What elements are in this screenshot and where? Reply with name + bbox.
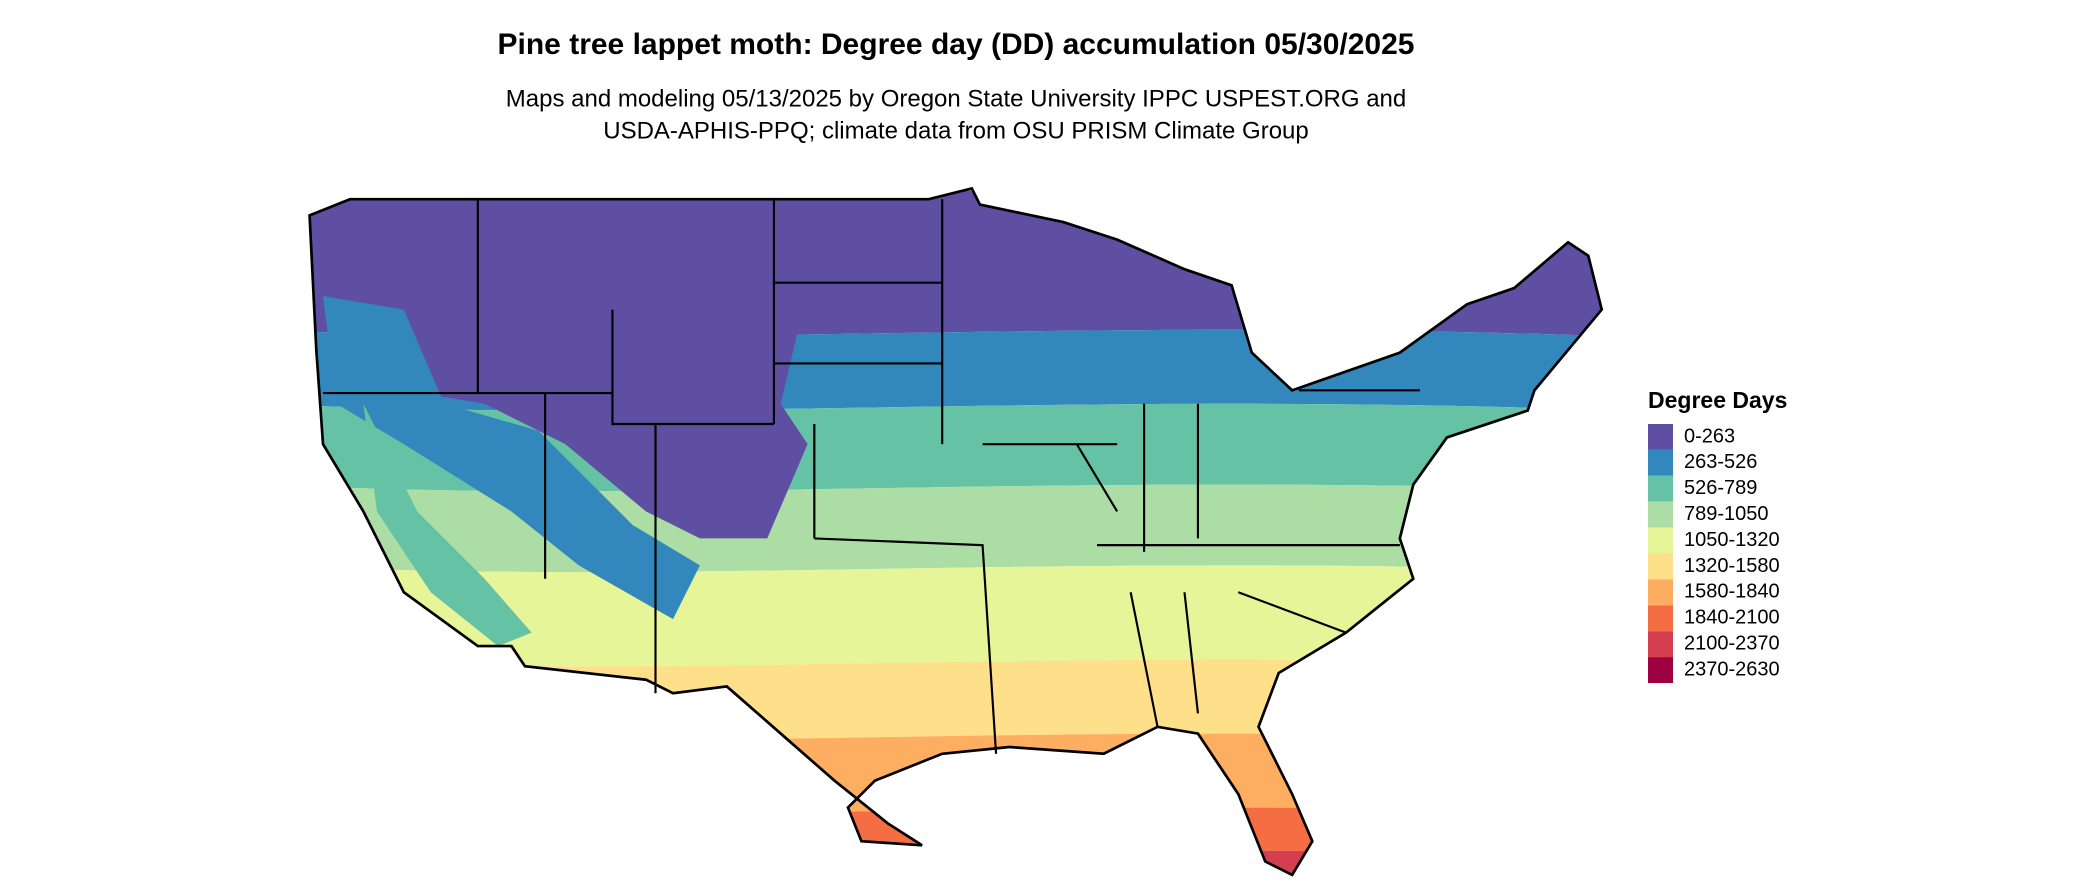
state-borders [323,199,1421,754]
legend-swatch [1648,631,1673,658]
dd-zone [309,807,1602,858]
legend-swatch [1648,527,1673,554]
dd-zone [323,296,700,620]
dd-zone [309,565,1602,667]
legend-swatch [1648,475,1673,502]
dd-zone [349,201,943,539]
legend-label: 2370-2630 [1684,658,1780,680]
map-subtitle: Maps and modeling 05/13/2025 by Oregon S… [506,85,1406,112]
dd-zone [309,733,1602,815]
legend-label: 789-1050 [1684,503,1769,525]
legend-label: 1050-1320 [1684,529,1780,551]
map-title: Pine tree lappet moth: Degree day (DD) a… [498,28,1415,61]
dd-zone [309,484,1602,573]
legend-label: 0-263 [1684,425,1735,447]
legend-swatch [1648,605,1673,632]
legend-label: 1580-1840 [1684,581,1780,603]
dd-zone [309,659,1602,741]
map-subtitle: USDA-APHIS-PPQ; climate data from OSU PR… [603,117,1309,144]
dd-zone [363,403,532,647]
legend-label: 1320-1580 [1684,555,1780,577]
legend-label: 1840-2100 [1684,607,1780,629]
legend-swatch [1648,449,1673,476]
legend-swatch [1648,501,1673,528]
legend-swatch [1648,553,1673,580]
legend-swatch [1648,657,1673,683]
legend-label: 526-789 [1684,477,1757,499]
dd-zone [309,850,1602,875]
us-map [308,187,1604,877]
legend-swatch [1648,579,1673,606]
legend-swatch [1648,424,1673,450]
legend-label: 2100-2370 [1684,632,1780,654]
dd-zone [309,872,1602,875]
legend: 0-263 263-526 526-789 789-1050 1050-1320 1320… [1648,424,1780,683]
legend-title: Degree Days [1648,387,1787,413]
legend-label: 263-526 [1684,451,1757,473]
